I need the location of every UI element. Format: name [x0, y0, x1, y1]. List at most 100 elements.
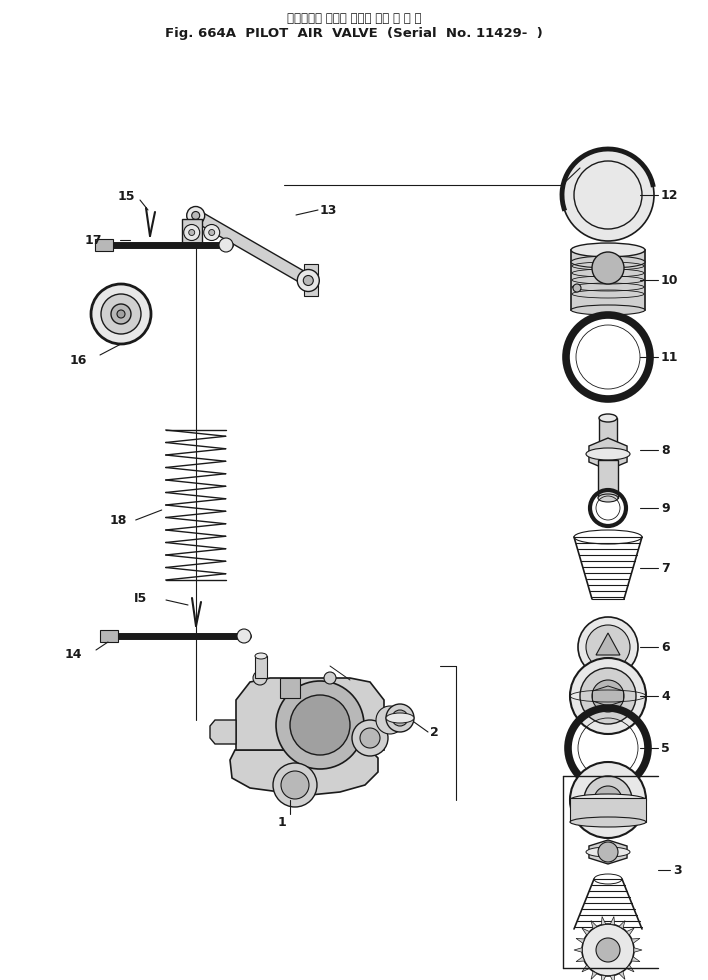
Ellipse shape	[570, 817, 646, 827]
Text: 1: 1	[278, 815, 286, 828]
Polygon shape	[591, 920, 597, 929]
Ellipse shape	[571, 256, 645, 268]
Ellipse shape	[255, 653, 267, 659]
Text: 17: 17	[85, 233, 103, 247]
Bar	[571, 250, 645, 310]
Polygon shape	[193, 211, 312, 286]
Circle shape	[592, 680, 624, 712]
Circle shape	[360, 728, 380, 748]
Text: 13: 13	[320, 204, 338, 217]
Polygon shape	[589, 438, 627, 470]
Polygon shape	[601, 975, 606, 980]
Circle shape	[376, 706, 404, 734]
Circle shape	[273, 763, 317, 807]
Circle shape	[204, 224, 219, 240]
Circle shape	[183, 224, 200, 240]
Polygon shape	[610, 975, 615, 980]
Circle shape	[573, 284, 581, 292]
Circle shape	[290, 695, 350, 755]
Circle shape	[578, 617, 638, 677]
Ellipse shape	[598, 494, 618, 502]
Circle shape	[574, 161, 642, 229]
Polygon shape	[627, 928, 634, 935]
Ellipse shape	[599, 414, 617, 422]
Text: 6: 6	[661, 641, 670, 654]
Polygon shape	[627, 965, 634, 972]
Polygon shape	[230, 750, 378, 795]
Bar	[95, 239, 113, 251]
Text: 15: 15	[118, 189, 135, 203]
Polygon shape	[576, 939, 584, 944]
Circle shape	[392, 710, 408, 726]
Circle shape	[219, 238, 233, 252]
Polygon shape	[596, 633, 620, 655]
Circle shape	[91, 284, 151, 344]
Bar	[570, 798, 646, 822]
Circle shape	[117, 310, 125, 318]
Polygon shape	[236, 678, 384, 750]
Polygon shape	[582, 965, 590, 972]
Text: 4: 4	[661, 690, 670, 703]
Text: 9: 9	[661, 502, 670, 514]
Circle shape	[586, 625, 630, 669]
Polygon shape	[601, 916, 606, 925]
Text: 11: 11	[661, 351, 678, 364]
Text: I5: I5	[134, 592, 147, 605]
Text: パイロット エアー バルブ （適 用 号 機: パイロット エアー バルブ （適 用 号 機	[287, 12, 421, 24]
Circle shape	[237, 629, 251, 643]
Circle shape	[111, 304, 131, 324]
Circle shape	[570, 658, 646, 734]
Circle shape	[592, 252, 624, 284]
Polygon shape	[280, 678, 300, 698]
Text: Fig. 664A  PILOT  AIR  VALVE  (Serial  No. 11429-  ): Fig. 664A PILOT AIR VALVE (Serial No. 11…	[165, 27, 543, 40]
Polygon shape	[582, 928, 590, 935]
Circle shape	[101, 294, 141, 334]
Ellipse shape	[571, 305, 645, 315]
Polygon shape	[619, 971, 625, 979]
Circle shape	[584, 776, 632, 824]
Polygon shape	[182, 220, 202, 246]
Circle shape	[594, 786, 622, 814]
Polygon shape	[589, 840, 627, 864]
Circle shape	[189, 229, 195, 235]
Text: 7: 7	[661, 562, 670, 574]
Circle shape	[281, 771, 309, 799]
Polygon shape	[304, 265, 319, 297]
Text: 3: 3	[673, 863, 682, 876]
Text: 14: 14	[65, 648, 83, 661]
Circle shape	[276, 681, 364, 769]
Polygon shape	[610, 916, 615, 925]
Bar	[599, 418, 617, 448]
Text: 16: 16	[70, 354, 87, 367]
Bar	[255, 656, 267, 678]
Polygon shape	[632, 939, 640, 944]
Text: 2: 2	[430, 725, 439, 739]
Circle shape	[596, 938, 620, 962]
Ellipse shape	[386, 713, 414, 723]
Text: 5: 5	[661, 742, 670, 755]
Circle shape	[187, 207, 205, 224]
Circle shape	[303, 275, 314, 285]
Bar	[598, 460, 618, 498]
Circle shape	[253, 671, 267, 685]
Text: 18: 18	[110, 514, 127, 526]
Circle shape	[582, 924, 634, 976]
Ellipse shape	[570, 794, 646, 806]
Text: 12: 12	[661, 188, 678, 202]
Circle shape	[297, 270, 319, 291]
Circle shape	[570, 762, 646, 838]
Circle shape	[324, 672, 336, 684]
Polygon shape	[591, 971, 597, 979]
Text: 10: 10	[661, 273, 678, 286]
Polygon shape	[634, 948, 642, 953]
Circle shape	[192, 212, 200, 220]
Circle shape	[580, 668, 636, 724]
Ellipse shape	[571, 243, 645, 257]
Ellipse shape	[586, 448, 630, 460]
Polygon shape	[574, 948, 582, 953]
Ellipse shape	[586, 847, 630, 857]
Polygon shape	[576, 956, 584, 961]
Bar	[100, 630, 118, 642]
Polygon shape	[210, 720, 236, 744]
Circle shape	[209, 229, 215, 235]
